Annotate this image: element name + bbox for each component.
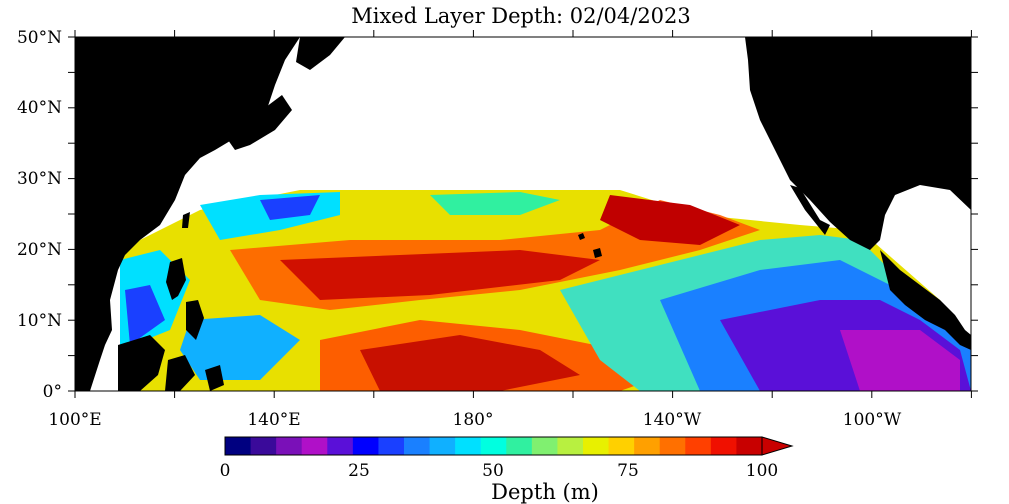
lon-label: 180° (453, 410, 494, 430)
lat-label: 10°N (17, 311, 62, 331)
colorbar-tick-labels: 0 25 50 75 100 (220, 461, 779, 481)
colorbar-tick-label: 75 (617, 461, 639, 481)
map-plot-area (74, 36, 972, 392)
colorbar (224, 436, 794, 456)
colorbar-cell (327, 437, 354, 455)
colorbar-tick-label: 0 (220, 461, 231, 481)
colorbar-cell (404, 437, 431, 455)
colorbar-cell (352, 437, 379, 455)
colorbar-cell (250, 437, 277, 455)
lat-label: 40°N (17, 98, 62, 118)
colorbar-cell (480, 437, 507, 455)
axis-ticks (68, 30, 978, 398)
colorbar-cell (225, 437, 252, 455)
colorbar-cell (276, 437, 303, 455)
land-masses (75, 37, 971, 391)
colorbar-label: Depth (m) (491, 480, 599, 504)
latitude-labels: 50°N 40°N 30°N 20°N 10°N 0° (17, 28, 62, 402)
lat-label: 30°N (17, 169, 62, 189)
lat-label: 50°N (17, 28, 62, 48)
colorbar-cell (710, 437, 737, 455)
colorbar-cell (429, 437, 456, 455)
colorbar-cell (685, 437, 712, 455)
colorbar-cell (455, 437, 482, 455)
map-title: Mixed Layer Depth: 02/04/2023 (351, 4, 691, 28)
lon-label: 100°E (48, 410, 101, 430)
colorbar-cell (301, 437, 328, 455)
colorbar-cell (557, 437, 584, 455)
colorbar-overflow-arrow (761, 436, 794, 456)
colorbar-cell (506, 437, 533, 455)
longitude-labels: 100°E 140°E 180° 140°W 100°W (48, 410, 901, 430)
lon-label: 140°E (247, 410, 300, 430)
lon-label: 100°W (843, 410, 902, 430)
colorbar-tick-label: 100 (746, 461, 778, 481)
lon-label: 140°W (643, 410, 702, 430)
colorbar-cells (225, 437, 763, 455)
colorbar-cell (736, 437, 763, 455)
lat-label: 0° (43, 382, 62, 402)
colorbar-cell (531, 437, 558, 455)
colorbar-cell (634, 437, 661, 455)
colorbar-tick-label: 25 (348, 461, 370, 481)
colorbar-cell (659, 437, 686, 455)
colorbar-tick-label: 50 (482, 461, 504, 481)
lat-label: 20°N (17, 240, 62, 260)
colorbar-cell (583, 437, 610, 455)
colorbar-cell (378, 437, 405, 455)
colorbar-cell (608, 437, 635, 455)
